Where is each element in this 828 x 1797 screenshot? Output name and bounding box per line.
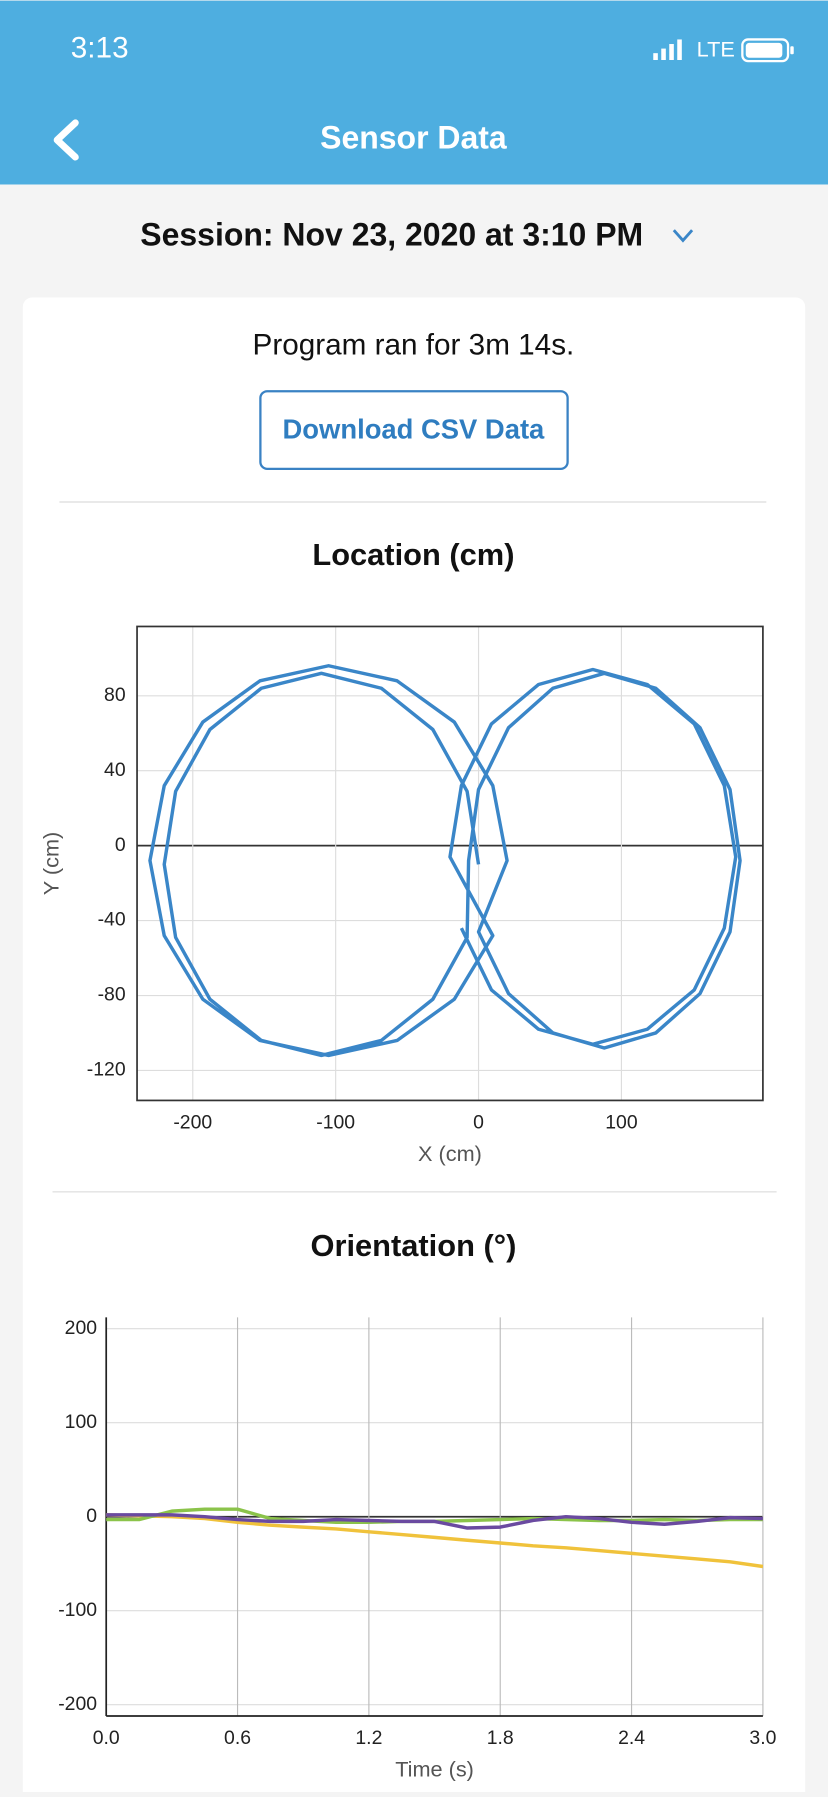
y-tick-label: -40 [98, 909, 126, 931]
y-tick-label: 40 [104, 759, 126, 781]
signal-icon [653, 39, 682, 61]
x-tick-label: 0.0 [93, 1727, 120, 1749]
status-time: 3:13 [71, 32, 129, 65]
session-dropdown-icon[interactable] [672, 229, 694, 243]
run-summary: Program ran for 3m 14s. [253, 329, 575, 362]
data-line [148, 664, 742, 1058]
y-tick-label: -100 [58, 1599, 97, 1621]
download-button-label[interactable]: Download CSV Data [283, 413, 546, 444]
data-line [106, 1513, 763, 1530]
y-tick-label: -200 [58, 1693, 97, 1715]
y-tick-label: 100 [65, 1411, 98, 1433]
x-tick-label: 1.8 [487, 1727, 514, 1749]
card [22, 297, 806, 1797]
chart-title: Location (cm) [312, 537, 514, 572]
download-button[interactable] [259, 390, 569, 471]
plot-frame [136, 625, 764, 1102]
x-tick-label: 0 [473, 1111, 484, 1133]
x-tick-label: 3.0 [749, 1727, 776, 1749]
y-tick-label: -120 [87, 1059, 126, 1081]
x-tick-label: 0.6 [224, 1727, 251, 1749]
x-tick-label: 2.4 [618, 1727, 645, 1749]
x-tick-label: -100 [316, 1111, 355, 1133]
y-tick-label: 0 [86, 1505, 97, 1527]
x-axis-label: Time (s) [395, 1757, 474, 1782]
y-tick-label: 80 [104, 684, 126, 706]
chart-title: Orientation (°) [310, 1228, 516, 1263]
y-tick-label: 0 [115, 834, 126, 856]
battery-icon [741, 38, 794, 63]
status-network: LTE [697, 37, 735, 62]
x-tick-label: -200 [173, 1111, 212, 1133]
y-tick-label: -80 [98, 984, 126, 1006]
data-line [106, 1513, 764, 1569]
y-tick-label: 200 [65, 1317, 98, 1339]
x-axis-label: X (cm) [418, 1141, 482, 1166]
x-tick-label: 1.2 [355, 1727, 382, 1749]
session-selector[interactable]: Session: Nov 23, 2020 at 3:10 PM [140, 216, 643, 252]
back-button[interactable] [53, 119, 79, 161]
header-title: Sensor Data [320, 119, 507, 155]
x-tick-label: 100 [605, 1111, 638, 1133]
y-axis-label: Y (cm) [38, 832, 63, 895]
app-header [0, 0, 828, 185]
